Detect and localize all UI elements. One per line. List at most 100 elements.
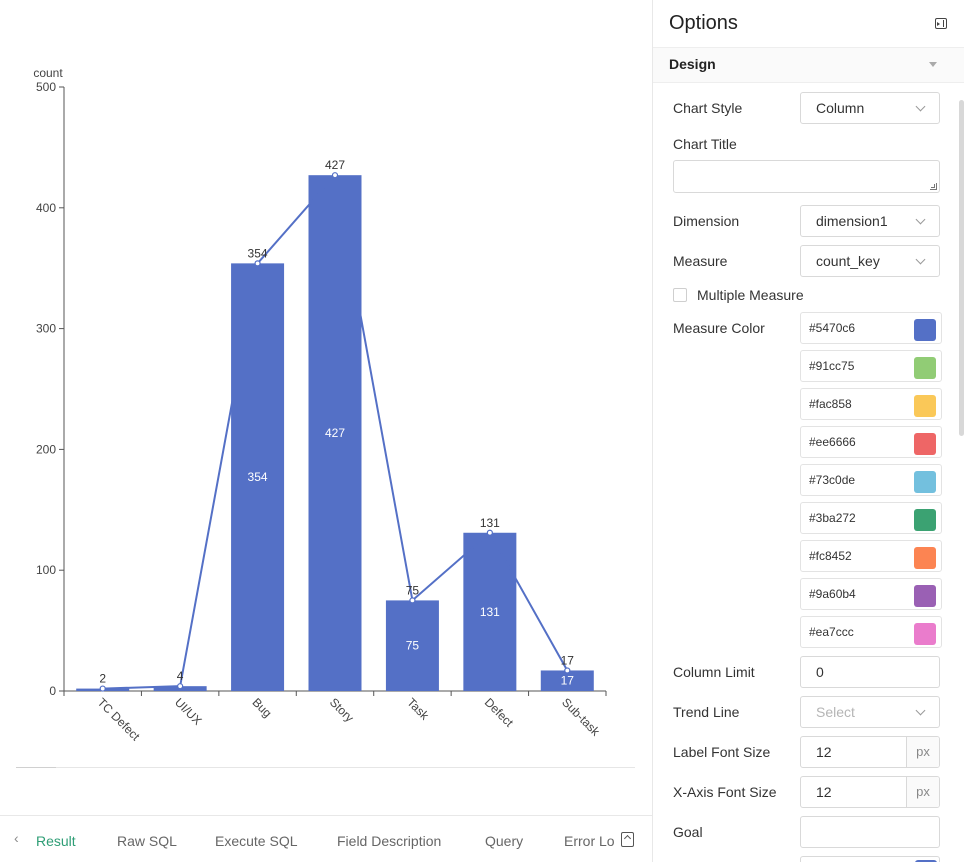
chart-title-label: Chart Title	[673, 136, 737, 152]
trend-point	[254, 260, 261, 267]
color-swatch[interactable]	[914, 547, 936, 569]
color-swatch[interactable]	[914, 471, 936, 493]
options-panel: Options Design Chart Style Column Chart …	[652, 0, 964, 862]
measure-color-row[interactable]: #5470c6	[800, 312, 942, 344]
y-tick-label: 100	[36, 563, 56, 577]
tab-error-log[interactable]: Error Lo	[564, 833, 615, 849]
x-tick-label: Story	[327, 695, 357, 725]
color-swatch[interactable]	[914, 319, 936, 341]
measure-label: Measure	[673, 253, 728, 269]
bar-inside-label: 17	[561, 674, 575, 688]
measure-color-row[interactable]: #91cc75	[800, 350, 942, 382]
color-swatch[interactable]	[914, 623, 936, 645]
color-swatch[interactable]	[914, 395, 936, 417]
options-scrollbar[interactable]	[959, 100, 964, 436]
bar-inside-label: 427	[325, 426, 345, 440]
x-tick-label: Sub-task	[559, 695, 603, 739]
measure-color-hex: #ee6666	[809, 435, 856, 449]
chevron-down-icon	[915, 101, 926, 112]
goal-label: Goal	[673, 824, 703, 840]
dimension-value: dimension1	[816, 213, 888, 229]
measure-color-row[interactable]: #ea7ccc	[800, 616, 942, 648]
bar-inside-label: 75	[406, 639, 420, 653]
color-swatch[interactable]	[914, 585, 936, 607]
measure-color-hex: #5470c6	[809, 321, 856, 335]
trend-line-select[interactable]: Select	[800, 696, 940, 728]
tab-query[interactable]: Query	[485, 833, 524, 849]
x-tick-label: Task	[404, 695, 432, 723]
x-axis-font-size-input[interactable]: 12 px	[800, 776, 940, 808]
y-axis-name: count	[33, 66, 63, 80]
x-axis-font-size-value: 12	[816, 784, 832, 800]
column-limit-input[interactable]: 0	[800, 656, 940, 688]
y-tick-label: 0	[49, 684, 56, 698]
panel-collapse-icon[interactable]	[935, 18, 947, 29]
dimension-label: Dimension	[673, 213, 740, 229]
measure-color-label: Measure Color	[673, 320, 765, 336]
measure-color-hex: #ea7ccc	[809, 625, 854, 639]
chart-divider	[16, 767, 635, 768]
multiple-measure-checkbox[interactable]	[673, 288, 687, 302]
caret-down-icon	[929, 62, 937, 67]
multiple-measure-label: Multiple Measure	[697, 287, 804, 303]
bar-top-label: 131	[480, 516, 500, 530]
trend-point	[409, 597, 416, 604]
chart-divider-handle[interactable]	[16, 767, 56, 768]
bar-top-label: 4	[177, 669, 184, 683]
bar-top-label: 17	[561, 653, 575, 667]
measure-color-row[interactable]: #9a60b4	[800, 578, 942, 610]
measure-color-row[interactable]: #ee6666	[800, 426, 942, 458]
tab-raw-sql[interactable]: Raw SQL	[117, 833, 177, 849]
measure-color-hex: #fc8452	[809, 549, 852, 563]
scroll-right-icon[interactable]	[621, 832, 634, 847]
design-section-title: Design	[669, 56, 716, 72]
chevron-left-icon[interactable]: ‹	[14, 830, 19, 846]
measure-color-row[interactable]: #fc8452	[800, 540, 942, 572]
chart-area: 0 100 200 300 400 500 count 354 427 75 131 17 2 4 354 4…	[16, 66, 635, 768]
tab-field-description[interactable]: Field Description	[337, 833, 442, 849]
color-swatch[interactable]	[914, 433, 936, 455]
x-tick-label: TC Defect	[95, 695, 144, 744]
goal-color-row[interactable]	[800, 856, 940, 862]
resize-grip-icon[interactable]	[930, 183, 937, 190]
color-swatch[interactable]	[914, 357, 936, 379]
measure-color-row[interactable]: #fac858	[800, 388, 942, 420]
trend-line-placeholder: Select	[816, 704, 855, 720]
tab-result[interactable]: Result	[36, 833, 76, 849]
x-axis-font-size-label: X-Axis Font Size	[673, 784, 777, 800]
bar	[540, 670, 594, 691]
bar-top-label: 75	[406, 583, 420, 597]
chart-style-select[interactable]: Column	[800, 92, 940, 124]
chevron-down-icon	[915, 214, 926, 225]
measure-color-hex: #3ba272	[809, 511, 856, 525]
measure-select[interactable]: count_key	[800, 245, 940, 277]
y-tick-label: 300	[36, 322, 56, 336]
column-limit-label: Column Limit	[673, 664, 755, 680]
trend-point	[486, 529, 493, 536]
dimension-select[interactable]: dimension1	[800, 205, 940, 237]
design-section-header[interactable]: Design	[653, 47, 964, 83]
x-tick-label: Bug	[249, 695, 274, 720]
measure-color-row[interactable]: #73c0de	[800, 464, 942, 496]
bar	[385, 600, 439, 691]
measure-color-hex: #fac858	[809, 397, 852, 411]
color-swatch[interactable]	[914, 509, 936, 531]
bar-top-label: 354	[248, 246, 268, 260]
x-tick-label: Defect	[482, 695, 517, 730]
x-tick-label: UI/UX	[172, 695, 205, 728]
trend-point	[177, 683, 184, 690]
bar	[463, 532, 517, 691]
goal-input[interactable]	[800, 816, 940, 848]
bar-top-label: 2	[99, 672, 106, 686]
label-font-size-label: Label Font Size	[673, 744, 771, 760]
bar	[308, 175, 362, 691]
chart-title-textarea[interactable]	[673, 160, 940, 193]
tab-execute-sql[interactable]: Execute SQL	[215, 833, 298, 849]
measure-value: count_key	[816, 253, 880, 269]
goal-color-swatch[interactable]	[915, 860, 937, 862]
y-tick-label: 400	[36, 201, 56, 215]
label-font-size-input[interactable]: 12 px	[800, 736, 940, 768]
measure-color-row[interactable]: #3ba272	[800, 502, 942, 534]
bar-top-label: 427	[325, 158, 345, 172]
